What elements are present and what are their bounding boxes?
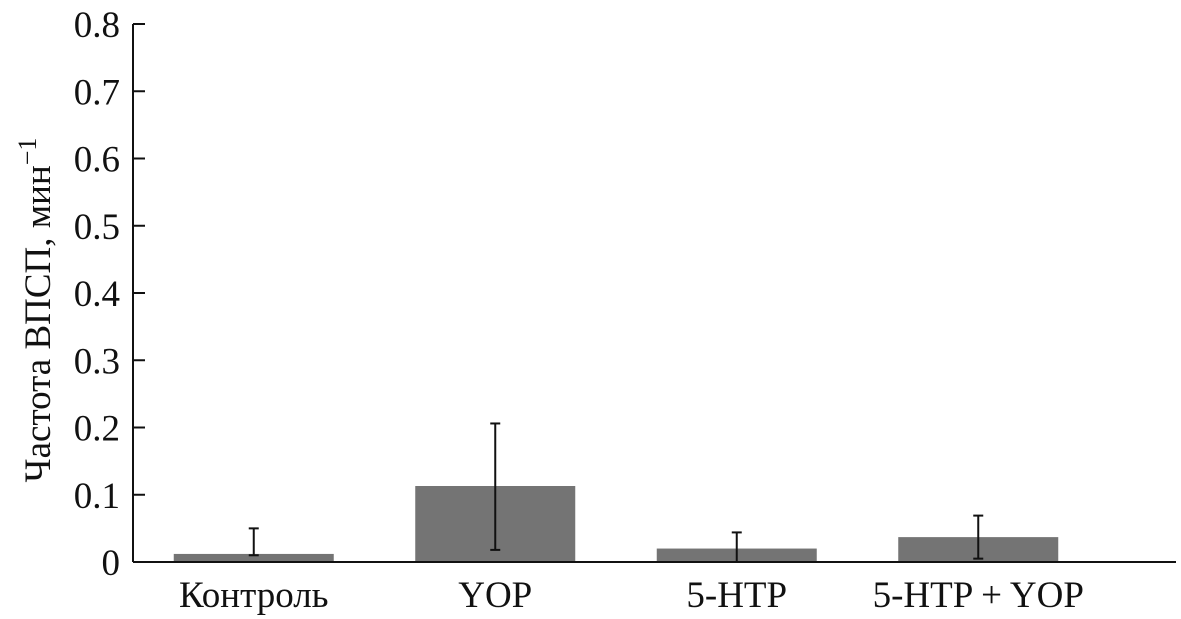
y-axis-title: Частота ВПСП, мин−1 (13, 138, 59, 483)
x-category-label: 5-HTP (686, 575, 787, 616)
category-labels: Контроль YOP 5-HTP 5-HTP + YOP (179, 575, 1084, 616)
y-tick-label: 0.8 (74, 5, 120, 46)
y-axis-title-text: Частота ВПСП, мин (18, 165, 59, 482)
error-bar (490, 422, 501, 551)
bar (173, 553, 334, 562)
y-tick-label: 0.4 (74, 274, 120, 315)
y-tick-label: 0 (102, 543, 121, 584)
x-category-label: 5-HTP + YOP (873, 575, 1084, 616)
y-tick-label: 0.7 (74, 72, 120, 113)
x-category-label: YOP (458, 575, 532, 616)
y-tick-label: 0.2 (74, 409, 120, 450)
y-tick-label: 0.5 (74, 207, 120, 248)
axes (132, 24, 1176, 563)
y-axis-ticks: 0 0.1 0.2 0.3 0.4 0.5 0.6 0.7 0.8 (74, 5, 145, 584)
y-axis-title-superscript: −1 (13, 138, 42, 166)
x-category-label: Контроль (179, 575, 329, 616)
error-bar (973, 514, 984, 560)
error-bar (248, 527, 259, 557)
error-bars (248, 422, 984, 563)
y-tick-label: 0.1 (74, 476, 120, 517)
y-tick-label: 0.3 (74, 341, 120, 382)
y-tick-label: 0.6 (74, 140, 120, 181)
bars (173, 486, 1059, 562)
